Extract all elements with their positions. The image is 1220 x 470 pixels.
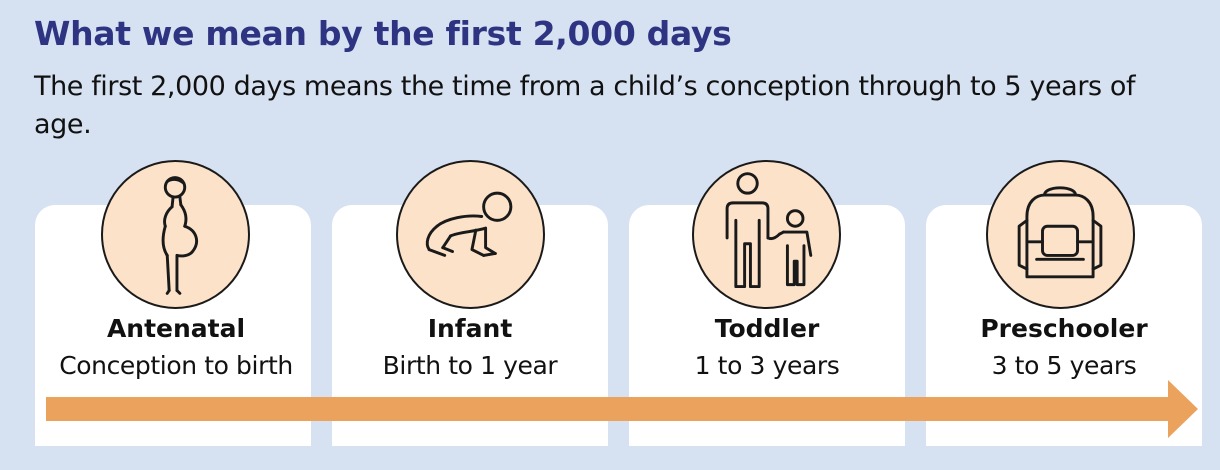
stage-name-preschooler: Preschooler — [980, 314, 1148, 343]
stage-range-antenatal: Conception to birth — [59, 351, 293, 380]
stage-name-antenatal: Antenatal — [106, 314, 246, 343]
adult-and-child-icon — [692, 160, 841, 309]
stage-name-toddler: Toddler — [714, 314, 820, 343]
backpack-icon — [986, 160, 1135, 309]
stage-range-preschooler: 3 to 5 years — [991, 351, 1137, 380]
pregnant-woman-icon — [101, 160, 250, 309]
timeline-arrow — [46, 380, 1198, 438]
stage-range-toddler: 1 to 3 years — [694, 351, 840, 380]
crawling-baby-icon — [396, 160, 545, 309]
stage-range-infant: Birth to 1 year — [382, 351, 558, 380]
page-title: What we mean by the first 2,000 days — [34, 14, 732, 53]
stage-name-infant: Infant — [427, 314, 513, 343]
page-description: The first 2,000 days means the time from… — [34, 71, 1136, 140]
